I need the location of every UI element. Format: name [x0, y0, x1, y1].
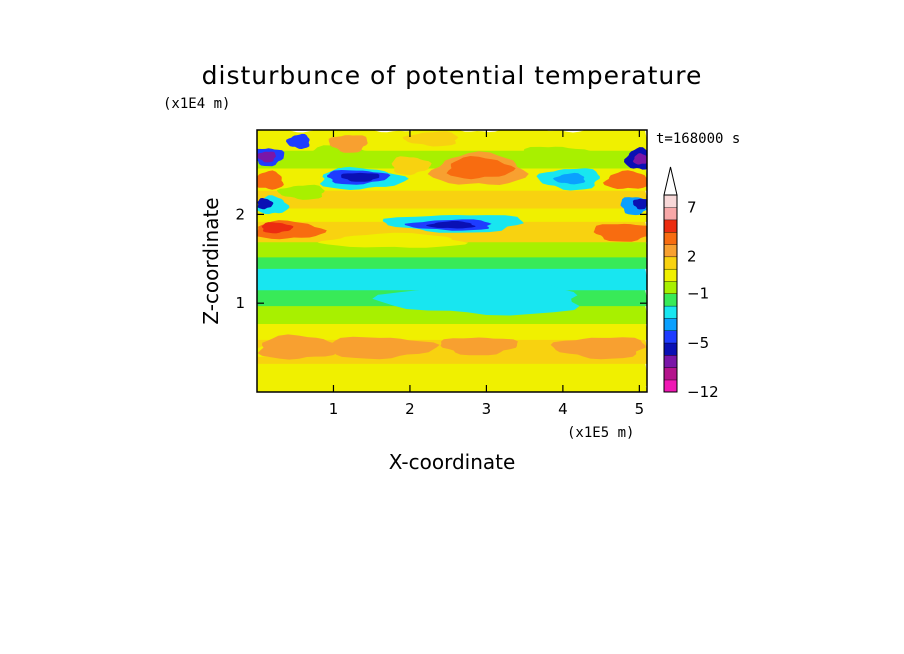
contour-feature	[391, 156, 432, 176]
colorbar-label: 2	[687, 248, 697, 266]
colorbar-label: −12	[687, 383, 719, 401]
colorbar: −12−5−127	[663, 166, 719, 401]
colorbar-swatch	[663, 379, 678, 393]
chart-title: disturbunce of potential temperature	[202, 61, 703, 90]
contour-feature	[602, 170, 647, 189]
contour-feature	[328, 135, 368, 153]
contour-feature	[593, 223, 647, 242]
colorbar-frame	[663, 194, 678, 393]
colorbar-label: 7	[687, 198, 697, 216]
contour-feature	[257, 151, 276, 163]
x-tick-label: 4	[558, 400, 568, 418]
contour-feature	[633, 153, 647, 165]
x-tick-label: 2	[405, 400, 415, 418]
colorbar-label: −5	[687, 334, 709, 352]
colorbar-swatch	[663, 244, 678, 258]
y-axis-ticks: 12	[235, 205, 647, 312]
contour-feature	[257, 170, 284, 190]
colorbar-swatch	[663, 317, 678, 331]
colorbar-swatch	[663, 354, 678, 368]
contour-feature	[552, 172, 586, 185]
contour-band	[257, 185, 647, 209]
x-axis-ticks: 1 2 3 4 5	[329, 130, 644, 418]
contour-feature	[440, 337, 518, 356]
contour-feature	[341, 172, 380, 182]
contour-feature	[286, 133, 310, 149]
contour-band	[257, 358, 647, 387]
colorbar-swatch	[663, 231, 678, 245]
colorbar-swatch	[663, 207, 678, 221]
contour-feature	[317, 232, 469, 248]
y-tick-label: 1	[235, 294, 245, 312]
colorbar-swatch	[663, 268, 678, 282]
x-tick-label: 3	[482, 400, 492, 418]
colorbar-swatch	[663, 219, 678, 233]
contour-feature	[372, 281, 580, 316]
colorbar-swatch	[663, 194, 678, 208]
colorbar-swatch	[663, 330, 678, 344]
x-axis-label: X-coordinate	[389, 450, 516, 474]
contour-feature	[402, 131, 459, 147]
colorbar-extend-arrow	[663, 166, 678, 196]
contour-feature	[446, 156, 516, 180]
y-axis-label: Z-coordinate	[199, 197, 223, 324]
colorbar-swatch	[663, 256, 678, 270]
contour-feature	[426, 221, 476, 229]
colorbar-swatch	[663, 367, 678, 381]
x-tick-label: 5	[635, 400, 645, 418]
contour-band	[257, 263, 647, 291]
y-unit-label: (x1E4 m)	[163, 96, 230, 112]
time-label: t=168000 s	[656, 131, 740, 147]
plot-frame	[256, 129, 648, 393]
contour-feature	[257, 334, 348, 360]
y-tick-label: 2	[235, 205, 245, 223]
contour-feature	[632, 198, 647, 210]
contour-feature	[327, 336, 440, 360]
contour-feature	[521, 146, 592, 169]
contour-field	[257, 130, 647, 392]
contour-feature	[308, 145, 380, 168]
contour-feature	[276, 184, 325, 200]
x-tick-label: 1	[329, 400, 339, 418]
colorbar-label: −1	[687, 285, 709, 303]
contour-feature	[257, 198, 274, 210]
colorbar-swatch	[663, 293, 678, 307]
contour-feature	[550, 337, 646, 360]
colorbar-swatch	[663, 280, 678, 295]
colorbar-swatch	[663, 342, 678, 356]
contour-feature	[261, 222, 294, 234]
colorbar-swatch	[663, 305, 678, 319]
x-unit-label: (x1E5 m)	[567, 425, 634, 441]
